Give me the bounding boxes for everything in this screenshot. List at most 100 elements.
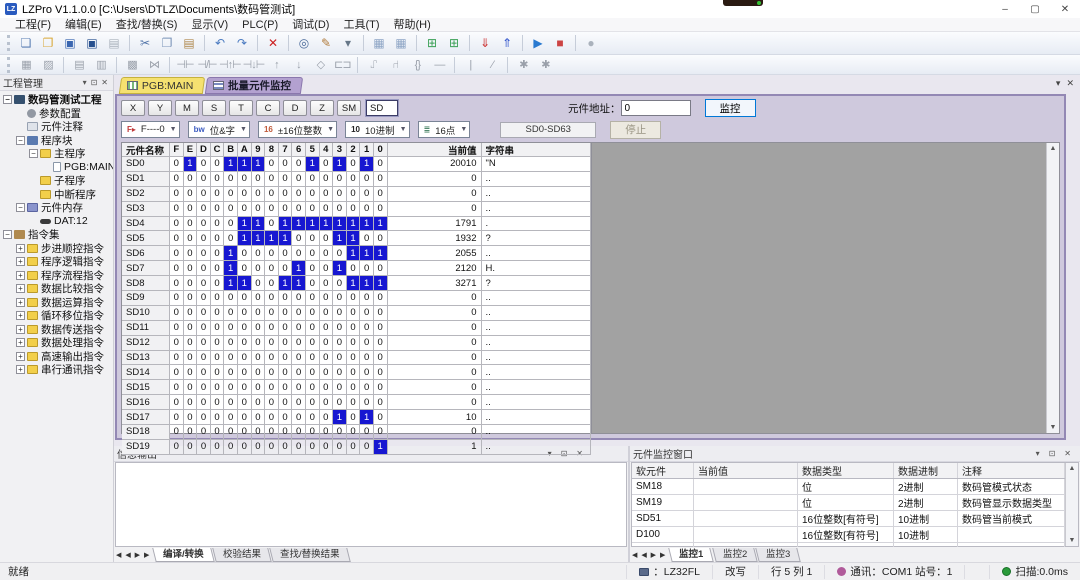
bit-cell[interactable]: 0 [360, 291, 374, 306]
bit-cell[interactable]: 0 [319, 201, 334, 217]
minimize-button[interactable]: – [1002, 3, 1008, 15]
bit-cell[interactable]: 0 [360, 171, 374, 187]
watch-tab-监控1[interactable]: 监控1 [668, 547, 715, 562]
cut-icon[interactable]: ✂ [139, 36, 151, 50]
err2-icon[interactable]: ✱ [541, 59, 550, 71]
bit-cell[interactable]: 0 [224, 305, 238, 321]
bit-cell[interactable]: 0 [210, 320, 225, 336]
bit-cell[interactable]: 1 [183, 157, 198, 172]
bit-cell[interactable]: 0 [183, 335, 198, 351]
bit-cell[interactable]: 0 [305, 395, 320, 411]
bit-cell[interactable]: 0 [373, 365, 388, 381]
bit-cell[interactable]: 1 [360, 276, 374, 292]
bit-cell[interactable]: 0 [210, 171, 225, 187]
bit-cell[interactable]: 1 [333, 410, 347, 426]
bit-cell[interactable]: 0 [210, 335, 225, 351]
bit-cell[interactable]: 0 [197, 157, 211, 172]
bit-cell[interactable]: 0 [373, 395, 388, 411]
expand-icon[interactable]: + [16, 297, 25, 307]
bit-cell[interactable]: 0 [305, 380, 320, 396]
bit-cell[interactable]: 1 [333, 261, 347, 277]
bit-cell[interactable]: 0 [197, 201, 211, 217]
bit-cell[interactable]: 0 [373, 380, 388, 396]
expand-icon[interactable]: + [16, 243, 25, 253]
bit-cell[interactable]: 0 [292, 365, 306, 381]
bit-cell[interactable]: 0 [210, 276, 225, 292]
tab-nav-arrows[interactable]: ◀ ◀ ▶ ▶ [116, 551, 151, 559]
bit-cell[interactable]: 0 [305, 305, 320, 321]
bit-cell[interactable]: 0 [210, 425, 225, 440]
bit-cell[interactable]: 0 [292, 410, 306, 426]
bit-cell[interactable]: 0 [251, 395, 266, 411]
bit-cell[interactable]: 0 [265, 171, 279, 187]
bit-cell[interactable]: 0 [373, 171, 388, 187]
table-row-SD8[interactable]: SD8 0 0 0 0 1 1 0 0 1 1 0 0 0 1 1 1 3271? [122, 276, 591, 292]
save-all-icon[interactable]: ▣ [86, 36, 98, 50]
device-button-s[interactable]: S [202, 100, 226, 116]
insert-col-icon[interactable]: ⊞ [448, 36, 460, 50]
bit-cell[interactable]: 1 [373, 216, 388, 232]
device-button-c[interactable]: C [256, 100, 280, 116]
expand-icon[interactable]: + [16, 311, 25, 321]
output-dropdown-icon[interactable]: ▾ [547, 449, 552, 458]
bit-cell[interactable]: 0 [183, 291, 198, 306]
bit-cell[interactable]: 0 [224, 350, 238, 366]
bit-cell[interactable]: 0 [210, 380, 225, 396]
print-icon[interactable]: ▤ [108, 36, 120, 50]
bit-cell[interactable]: 1 [360, 157, 374, 172]
bit-cell[interactable]: 0 [170, 425, 184, 440]
bit-cell[interactable]: 1 [360, 246, 374, 262]
box-instr-icon[interactable]: ⊏⊐ [334, 59, 351, 71]
contact-nc-icon[interactable]: ⊣/⊢ [197, 59, 217, 71]
bit-cell[interactable]: 0 [333, 320, 347, 336]
bit-cell[interactable]: 0 [237, 291, 252, 306]
bit-cell[interactable]: 0 [319, 246, 334, 262]
bit-cell[interactable]: 1 [251, 216, 266, 232]
bit-cell[interactable]: 1 [360, 410, 374, 426]
tree-item-高速输出指令[interactable]: + 高速输出指令 [0, 350, 113, 364]
bit-cell[interactable]: 0 [360, 365, 374, 381]
bit-cell[interactable]: 0 [265, 320, 279, 336]
scroll-up-icon[interactable]: ▲ [1049, 145, 1057, 152]
bit-cell[interactable]: 1 [373, 276, 388, 292]
bit-cell[interactable]: 0 [292, 157, 306, 172]
bit-cell[interactable]: 0 [237, 261, 252, 277]
redo-icon[interactable]: ↷ [236, 36, 248, 50]
find-icon[interactable]: ◎ [298, 36, 310, 50]
panel-close-icon[interactable]: ✕ [101, 78, 108, 87]
bit-cell[interactable]: 0 [346, 157, 361, 172]
watch-tab-nav-arrows[interactable]: ◀ ◀ ▶ ▶ [632, 551, 667, 559]
table-row-SD11[interactable]: SD11 0 0 0 0 0 0 0 0 0 0 0 0 0 0 0 0 0.. [122, 320, 591, 336]
bit-cell[interactable]: 0 [170, 365, 184, 381]
bit-cell[interactable]: 0 [224, 425, 238, 440]
scroll-down-icon[interactable]: ▼ [1049, 424, 1057, 431]
bit-cell[interactable]: 0 [197, 320, 211, 336]
watch-row-SM18[interactable]: SM18 位 2进制 数码管模式状态 [632, 479, 1065, 495]
bit-cell[interactable]: 0 [292, 231, 306, 247]
bit-cell[interactable]: 0 [292, 425, 306, 440]
bit-cell[interactable]: 0 [346, 320, 361, 336]
bit-cell[interactable]: 0 [197, 186, 211, 202]
bit-cell[interactable]: 0 [333, 186, 347, 202]
bit-cell[interactable]: 0 [278, 305, 293, 321]
bit-cell[interactable]: 0 [278, 425, 293, 440]
collapse-icon[interactable]: − [16, 135, 25, 145]
bit-cell[interactable]: 0 [278, 291, 293, 306]
bit-cell[interactable]: 0 [278, 335, 293, 351]
ladder-comment-icon[interactable]: ▩ [127, 59, 137, 71]
download-plc-icon[interactable]: ⇓ [479, 36, 491, 50]
bit-cell[interactable]: 0 [251, 425, 266, 440]
bit-cell[interactable]: 0 [292, 201, 306, 217]
table-row-SD3[interactable]: SD3 0 0 0 0 0 0 0 0 0 0 0 0 0 0 0 0 0.. [122, 201, 591, 217]
bit-cell[interactable]: 0 [305, 291, 320, 306]
bit-cell[interactable]: 1 [305, 157, 320, 172]
watch-vertical-scrollbar[interactable]: ▲ ▼ [1065, 463, 1078, 546]
bit-cell[interactable]: 0 [170, 186, 184, 202]
bit-cell[interactable]: 0 [373, 157, 388, 172]
table-row-SD12[interactable]: SD12 0 0 0 0 0 0 0 0 0 0 0 0 0 0 0 0 0.. [122, 335, 591, 351]
bit-cell[interactable]: 0 [278, 395, 293, 411]
bit-cell[interactable]: 1 [237, 276, 252, 292]
bit-cell[interactable]: 0 [170, 261, 184, 277]
device-button-y[interactable]: Y [148, 100, 172, 116]
bit-cell[interactable]: 1 [224, 276, 238, 292]
